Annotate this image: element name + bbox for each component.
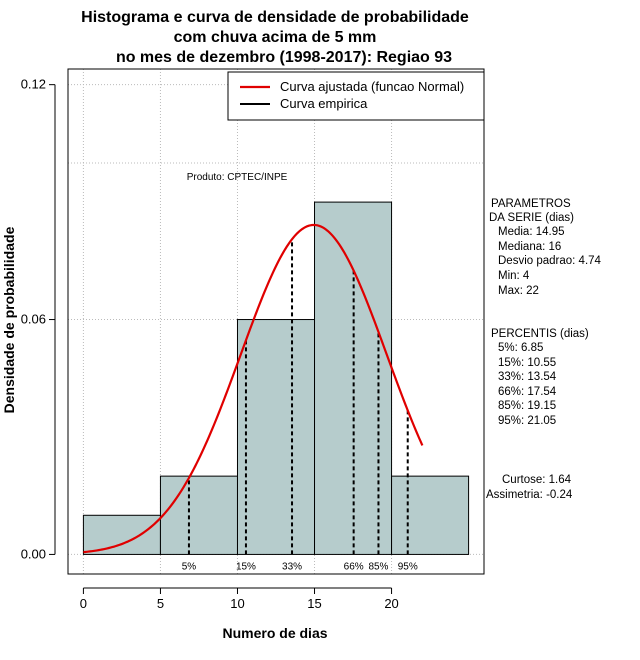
percentis-panel: PERCENTIS (dias) 5%: 6.85 15%: 10.55 33%… xyxy=(491,328,589,427)
x-axis: 0 5 10 15 20 xyxy=(80,587,399,611)
parametros-header-1: PARAMETROS xyxy=(491,198,571,210)
parametros-line: Desvio padrao: 4.74 xyxy=(498,255,602,267)
percentile-label: 5% xyxy=(182,561,197,572)
x-tick-label: 5 xyxy=(157,596,164,611)
product-annotation: Produto: CPTEC/INPE xyxy=(187,172,288,183)
y-tick-label: 0.06 xyxy=(21,312,46,327)
histogram-bar xyxy=(82,514,161,555)
percentile-label: 85% xyxy=(368,561,388,572)
legend: Curva ajustada (funcao Normal) Curva emp… xyxy=(227,71,485,121)
percentis-line: 95%: 21.05 xyxy=(498,415,556,427)
parametros-header-2: DA SERIE (dias) xyxy=(489,212,574,224)
parametros-line: Max: 22 xyxy=(498,285,539,297)
percentis-line: 5%: 6.85 xyxy=(498,342,543,354)
parametros-line: Media: 14.95 xyxy=(498,226,565,238)
normal-curve-line xyxy=(83,223,424,554)
parametros-line: Min: 4 xyxy=(498,270,530,282)
percentile-label: 33% xyxy=(282,561,302,572)
legend-label-empirical: Curva empirica xyxy=(280,96,368,111)
assimetria-value: Assimetria: -0.24 xyxy=(486,489,573,501)
y-tick-label: 0.12 xyxy=(21,77,46,92)
percentis-line: 15%: 10.55 xyxy=(498,357,556,369)
percentile-label: 66% xyxy=(344,561,364,572)
parametros-panel: PARAMETROS DA SERIE (dias) Media: 14.95 … xyxy=(489,198,602,297)
percentis-line: 33%: 13.54 xyxy=(498,371,557,383)
percentile-label: 95% xyxy=(398,561,418,572)
parametros-line: Mediana: 16 xyxy=(498,241,561,253)
percentis-line: 66%: 17.54 xyxy=(498,386,557,398)
x-tick-label: 10 xyxy=(230,596,244,611)
plot-frame xyxy=(67,68,485,575)
percentis-header: PERCENTIS (dias) xyxy=(491,328,589,340)
percentile-lines: 5% 15% 33% 66% 85% 95% xyxy=(182,239,418,572)
y-axis: 0.00 0.06 0.12 xyxy=(21,77,56,561)
chart-title-line-3: no mes de dezembro (1998-2017): Regiao 9… xyxy=(116,49,452,66)
percentile-label: 15% xyxy=(236,561,256,572)
chart-title-line-2: com chuva acima de 5 mm xyxy=(174,29,377,46)
y-tick-label: 0.00 xyxy=(21,546,46,561)
legend-label-normal: Curva ajustada (funcao Normal) xyxy=(280,79,464,94)
legend-box xyxy=(227,71,485,121)
chart-title-line-1: Histograma e curva de densidade de proba… xyxy=(81,9,469,26)
histogram-bar xyxy=(236,319,316,555)
x-tick-label: 20 xyxy=(384,596,398,611)
histogram-bar xyxy=(391,475,470,555)
x-axis-label: Numero de dias xyxy=(222,625,327,641)
x-tick-label: 0 xyxy=(80,596,87,611)
x-tick-label: 15 xyxy=(307,596,321,611)
histogram-bar xyxy=(159,475,238,555)
shape-stats-panel: Curtose: 1.64 Assimetria: -0.24 xyxy=(486,474,573,501)
y-axis-label: Densidade de probabilidade xyxy=(1,226,17,413)
histogram-bars xyxy=(82,201,470,555)
percentis-line: 85%: 19.15 xyxy=(498,400,556,412)
curtose-value: Curtose: 1.64 xyxy=(502,474,572,486)
